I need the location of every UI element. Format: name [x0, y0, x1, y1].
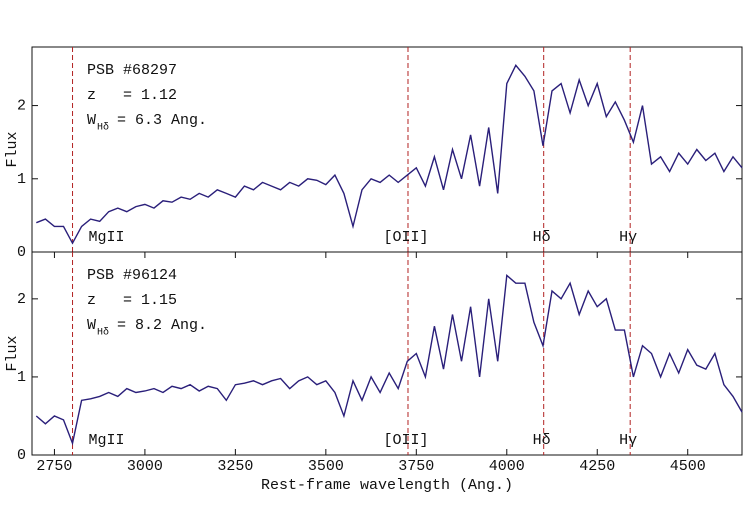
- info-text: z = 1.12: [87, 87, 177, 104]
- x-axis-label: Rest-frame wavelength (Ang.): [261, 477, 513, 494]
- x-tick-label: 2750: [36, 458, 72, 475]
- info-text: z = 1.15: [87, 292, 177, 309]
- info-text: W: [87, 112, 96, 129]
- spectrum-line: [35, 273, 743, 446]
- feature-label: Hγ: [619, 432, 637, 449]
- y-tick-label: 2: [17, 98, 26, 115]
- y-tick-label: 1: [17, 369, 26, 386]
- info-text: PSB #96124: [87, 267, 177, 284]
- feature-label: MgII: [89, 432, 125, 449]
- info-text: = 6.3 Ang.: [108, 112, 207, 129]
- x-tick-label: 4250: [579, 458, 615, 475]
- feature-label: Hδ: [533, 432, 551, 449]
- info-text: W: [87, 317, 96, 334]
- info-text: = 8.2 Ang.: [108, 317, 207, 334]
- feature-label: [OII]: [383, 229, 428, 246]
- feature-label: [OII]: [383, 432, 428, 449]
- y-axis-label: Flux: [4, 131, 21, 167]
- y-axis-label: Flux: [4, 335, 21, 371]
- spectrum-line: [36, 64, 743, 245]
- x-tick-label: 4000: [489, 458, 525, 475]
- x-tick-label: 4500: [670, 458, 706, 475]
- plot-frame: [31, 251, 743, 456]
- x-tick-label: 3000: [127, 458, 163, 475]
- y-tick-label: 1: [17, 171, 26, 188]
- info-subscript: Hδ: [97, 327, 109, 339]
- feature-label: Hδ: [533, 229, 551, 246]
- info-subscript: Hδ: [97, 122, 109, 134]
- y-tick-label: 2: [17, 291, 26, 308]
- feature-label: Hγ: [619, 229, 637, 246]
- feature-label: MgII: [89, 229, 125, 246]
- y-tick-label: 0: [17, 244, 26, 261]
- x-tick-label: 3500: [308, 458, 344, 475]
- x-tick-label: 3750: [398, 458, 434, 475]
- y-tick-label: 0: [17, 447, 26, 464]
- info-text: PSB #68297: [87, 62, 177, 79]
- x-tick-label: 3250: [217, 458, 253, 475]
